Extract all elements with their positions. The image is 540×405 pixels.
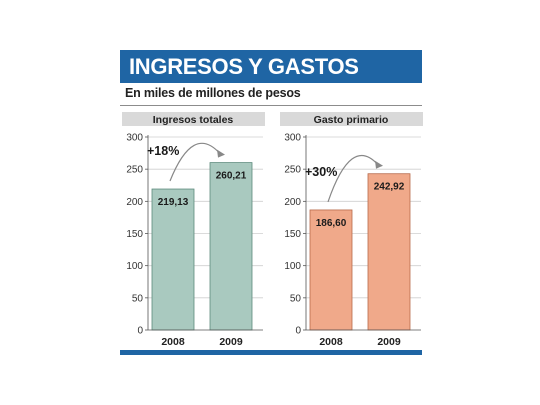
- income-value-label-2009: 260,21: [216, 171, 247, 182]
- bottom-bar: [120, 350, 422, 355]
- income-y-tick-label: 300: [126, 133, 143, 144]
- income-chart: Ingresos totales 0 50 100 150 200 250 300 219,13…: [122, 112, 265, 348]
- chart-title: INGRESOS Y GASTOS: [129, 54, 359, 79]
- spending-change-arrowhead: [375, 160, 383, 169]
- chart-subtitle: En miles de millones de pesos: [125, 86, 301, 100]
- spending-y-tick-label: 50: [290, 293, 302, 304]
- spending-chart: Gasto primario 0 50 100 150 200 250 300 186,60 20…: [280, 112, 423, 348]
- spending-panel-header: [280, 112, 423, 126]
- spending-panel-title: Gasto primario: [314, 114, 389, 126]
- spending-category-label-2009: 2009: [377, 336, 401, 348]
- spending-y-tick-label: 100: [284, 261, 301, 272]
- spending-y-tick-label: 150: [284, 229, 301, 240]
- spending-value-label-2008: 186,60: [316, 218, 347, 229]
- income-category-label-2008: 2008: [161, 336, 185, 348]
- chart-title-banner: INGRESOS Y GASTOS: [120, 50, 422, 83]
- income-bar-2008: [151, 188, 195, 331]
- spending-category-label-2008: 2008: [319, 336, 343, 348]
- header-divider: [120, 105, 422, 106]
- spending-change-label: +30%: [305, 165, 337, 179]
- income-change-arrow: [169, 142, 221, 182]
- income-y-tick-label: 150: [126, 229, 143, 240]
- income-y-tick-label: 100: [126, 261, 143, 272]
- spending-y-tick-label: 200: [284, 197, 301, 208]
- income-y-tick-label: 50: [132, 293, 144, 304]
- income-panel-title: Ingresos totales: [153, 114, 234, 126]
- income-y-tick-label: 0: [137, 326, 143, 337]
- spending-y-tick-label: 0: [295, 326, 301, 337]
- income-bar-2009: [209, 162, 253, 331]
- income-category-label-2009: 2009: [219, 336, 243, 348]
- income-y-tick-label: 250: [126, 165, 143, 176]
- income-panel-header: [122, 112, 265, 126]
- income-change-label: +18%: [147, 144, 179, 158]
- spending-bar-2008: [309, 209, 353, 331]
- spending-bar-2009: [367, 173, 411, 331]
- income-change-arrowhead: [217, 149, 225, 158]
- spending-y-tick-label: 250: [284, 165, 301, 176]
- income-value-label-2008: 219,13: [158, 197, 189, 208]
- spending-value-label-2009: 242,92: [374, 182, 405, 193]
- income-y-tick-label: 200: [126, 197, 143, 208]
- spending-change-arrow: [327, 154, 379, 203]
- spending-y-tick-label: 300: [284, 133, 301, 144]
